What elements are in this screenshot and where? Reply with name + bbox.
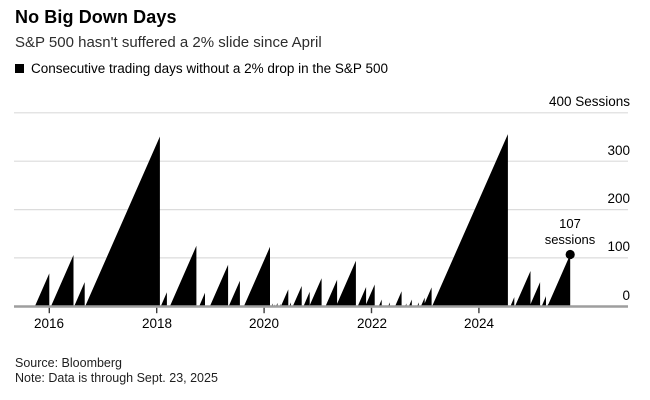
y-axis-label: 200 [607,191,630,206]
x-axis-label: 2016 [33,316,65,331]
x-axis-label: 2020 [248,316,280,331]
x-axis-label: 2024 [463,316,495,331]
black-square-icon [15,64,24,73]
streak-area [34,134,571,307]
legend-label: Consecutive trading days without a 2% dr… [31,61,388,76]
source-line: Source: Bloomberg [15,356,123,370]
latest-point-annotation: 107 sessions [510,216,630,248]
page-title: No Big Down Days [15,7,177,27]
chart-subtitle: S&P 500 hasn't suffered a 2% slide since… [15,34,322,51]
x-axis-label: 2022 [356,316,388,331]
x-axis-label: 2018 [141,316,173,331]
legend: Consecutive trading days without a 2% dr… [15,61,388,76]
note-line: Note: Data is through Sept. 23, 2025 [15,371,218,385]
y-axis-label: 0 [622,288,630,303]
latest-point-marker-icon [565,249,575,260]
annotation-unit: sessions [544,232,596,247]
y-axis-label: 400 Sessions [548,94,630,109]
annotation-value: 107 [559,216,581,231]
y-axis-label: 100 [607,239,630,254]
y-axis-label: 300 [607,143,630,158]
